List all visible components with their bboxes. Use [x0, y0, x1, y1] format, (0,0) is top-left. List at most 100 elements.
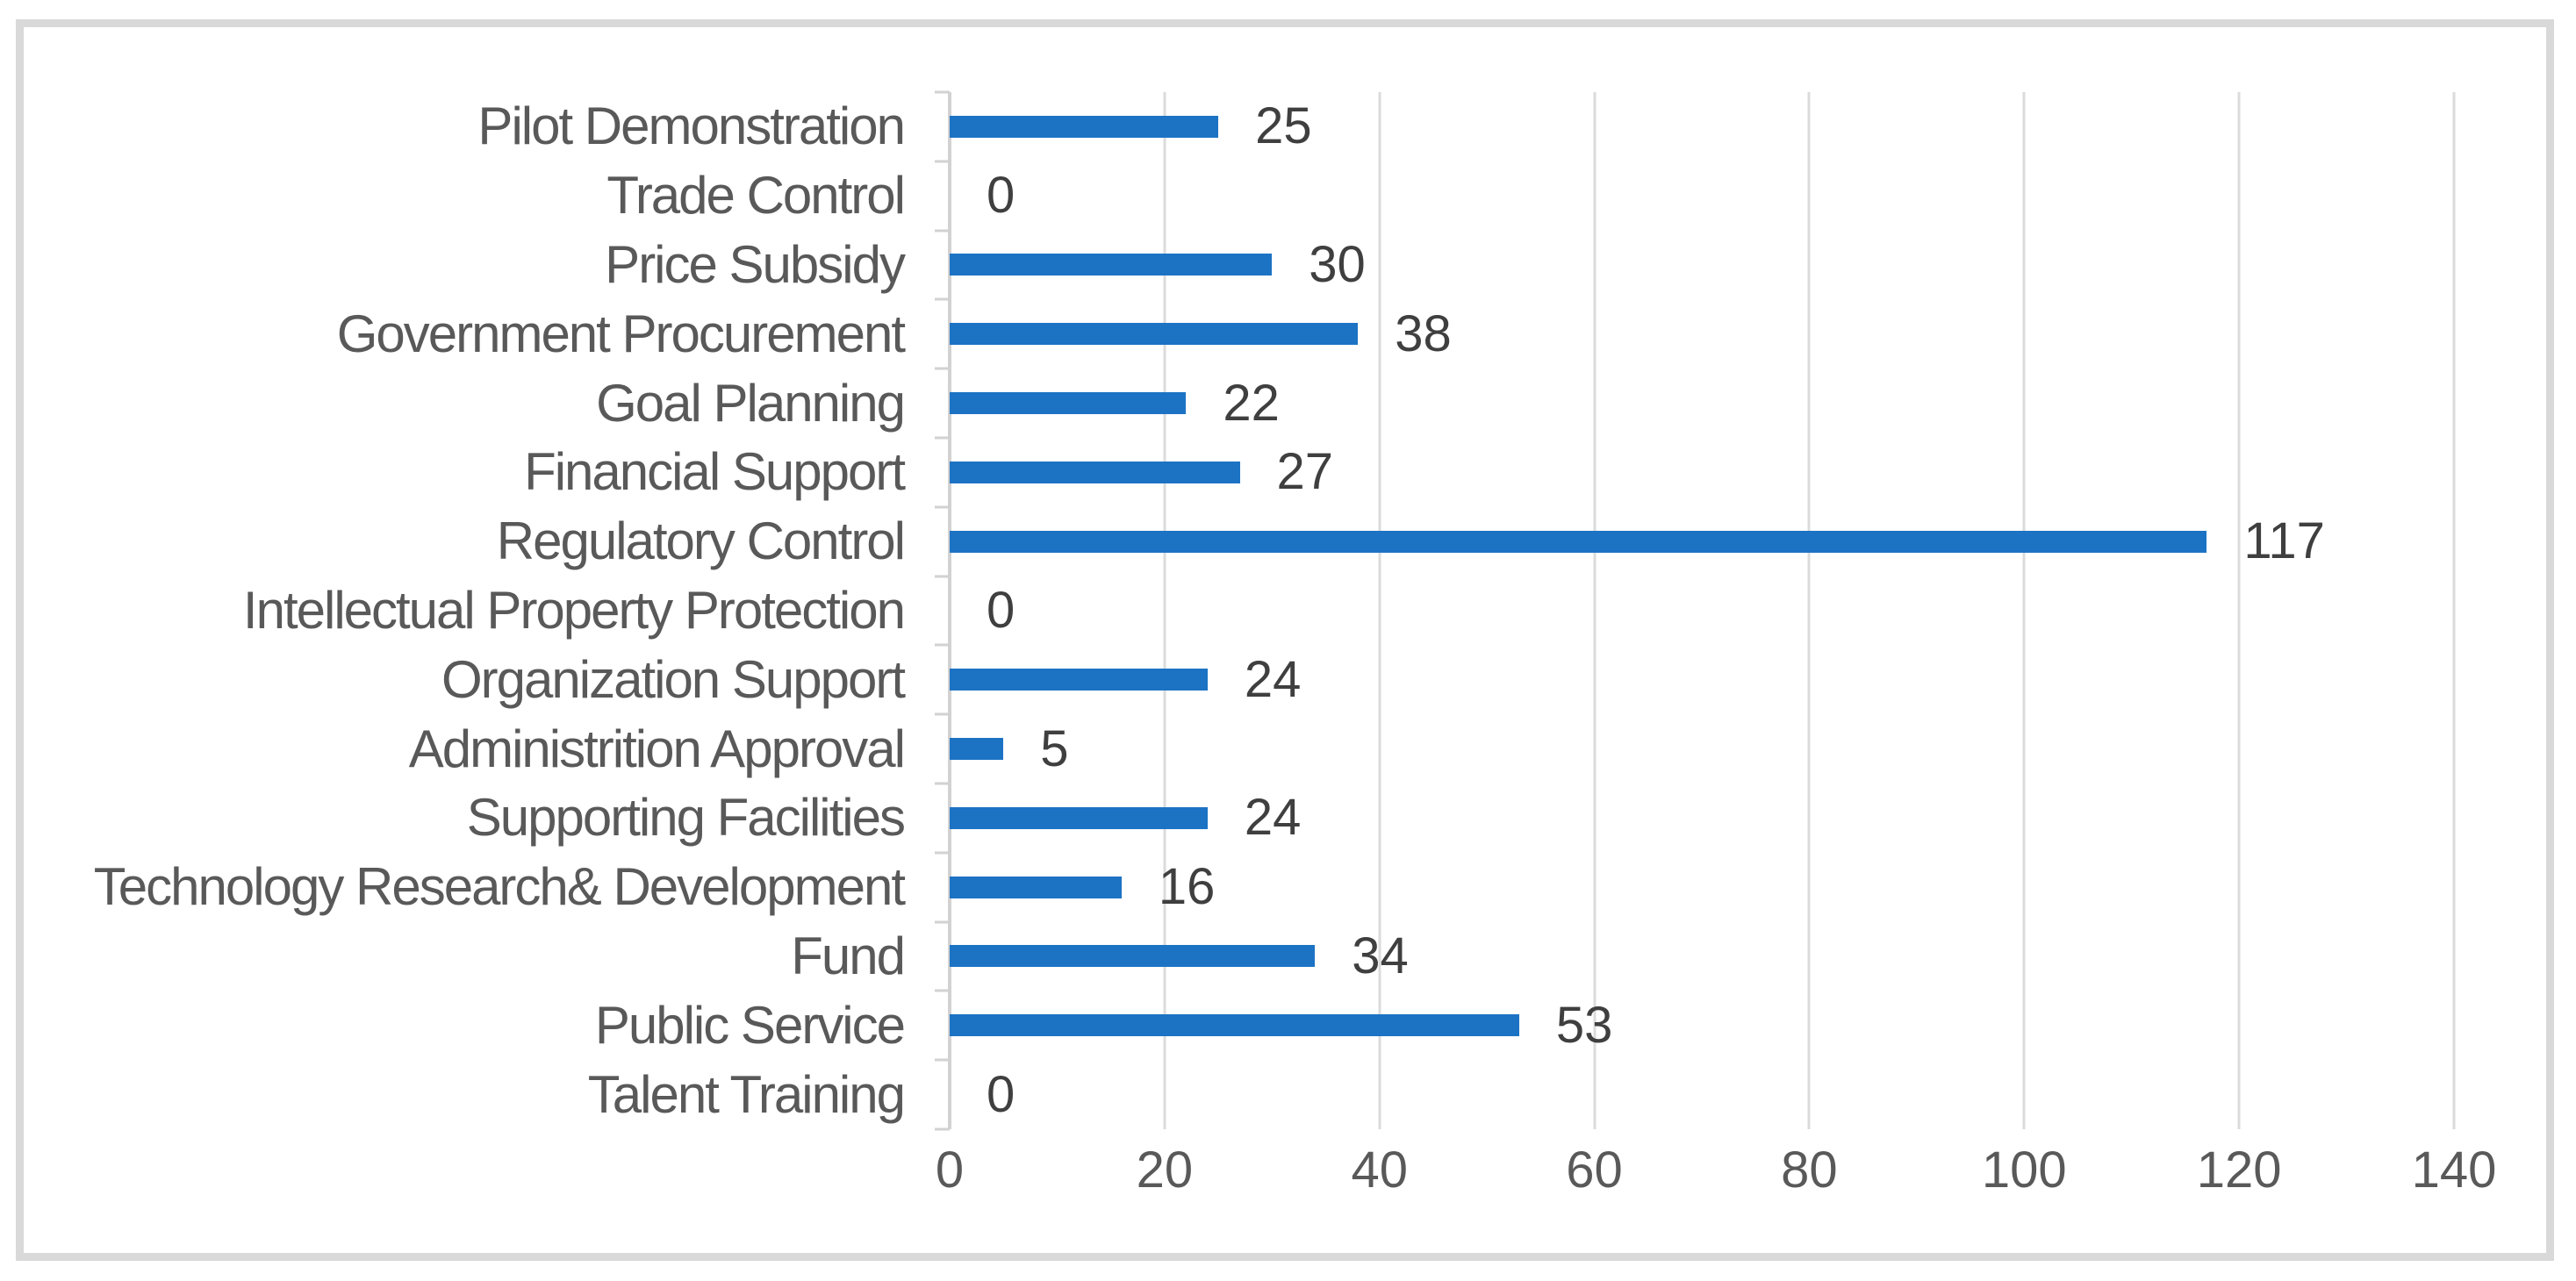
category-label: Financial Support [524, 442, 906, 502]
category-axis-tick [935, 297, 950, 301]
category-axis-ticks [935, 90, 2454, 1131]
bar-row: 16 [950, 853, 2454, 922]
value-label: 0 [987, 167, 1015, 225]
category-label: Fund [791, 926, 906, 985]
category-axis-tick [935, 575, 950, 578]
bar-row: 34 [950, 922, 2454, 991]
gridline [1807, 92, 1811, 1129]
category-row: Talent Training [24, 1060, 922, 1129]
gridline [1378, 92, 1381, 1129]
value-label: 5 [1040, 719, 1069, 777]
category-axis-tick [935, 367, 950, 370]
value-label: 25 [1255, 97, 1312, 155]
bar-row: 117 [950, 507, 2454, 576]
category-row: Price Subsidy [24, 231, 922, 300]
chart-frame: Pilot Demonstration Trade Control Price Su… [16, 19, 2554, 1261]
bar [950, 669, 1208, 691]
category-row: Fund [24, 922, 922, 991]
value-axis-tick-label: 20 [1136, 1141, 1194, 1199]
bar [950, 530, 2207, 553]
value-axis-tick-label: 100 [1981, 1141, 2067, 1199]
category-axis-labels: Pilot Demonstration Trade Control Price Su… [24, 92, 922, 1129]
category-label: Supporting Facilities [466, 788, 906, 848]
value-label: 16 [1158, 858, 1216, 916]
category-axis-tick [935, 920, 950, 924]
value-label: 0 [987, 1065, 1015, 1123]
value-axis-labels: 0 20 40 60 80 100 120 140 [936, 1140, 2497, 1219]
value-label: 0 [987, 581, 1015, 639]
value-label: 34 [1352, 927, 1409, 984]
category-row: Pilot Demonstration [24, 92, 922, 161]
bars-layer: 25 0 30 38 22 27 117 0 24 5 24 16 34 53 0 [950, 92, 2454, 1129]
category-row: Public Service [24, 991, 922, 1060]
bar-row: 0 [950, 576, 2454, 646]
bar [950, 115, 1219, 138]
category-axis-tick [935, 505, 950, 509]
category-axis-tick [935, 989, 950, 992]
bar-row: 5 [950, 714, 2454, 784]
value-label: 30 [1309, 235, 1366, 293]
category-label: Organization Support [441, 649, 906, 709]
category-axis-tick [935, 90, 950, 94]
gridline [2452, 92, 2456, 1129]
value-axis-tick-label: 0 [935, 1141, 965, 1199]
value-label: 117 [2243, 512, 2325, 570]
bar-row: 0 [950, 1060, 2454, 1129]
bar-row: 24 [950, 784, 2454, 853]
gridline [2022, 92, 2026, 1129]
value-label: 38 [1395, 304, 1452, 362]
gridlines-layer [948, 92, 2456, 1129]
category-row: Goal Planning [24, 369, 922, 438]
bar-row: 30 [950, 231, 2454, 300]
category-row: Organization Support [24, 645, 922, 714]
category-axis-line [948, 92, 951, 1129]
bar [950, 806, 1208, 829]
category-axis-tick [935, 1127, 950, 1131]
bar [950, 1014, 1519, 1037]
value-axis-tick-label: 60 [1566, 1141, 1623, 1199]
category-axis-tick [935, 712, 950, 716]
category-label: Administrition Approval [408, 719, 906, 778]
bar [950, 254, 1273, 276]
plot-area: 25 0 30 38 22 27 117 0 24 5 24 16 34 53 0 [935, 90, 2456, 1131]
bar [950, 876, 1122, 898]
category-label: Technology Research& Development [93, 857, 906, 917]
value-axis-tick-label: 140 [2411, 1141, 2497, 1199]
category-row: Trade Control [24, 161, 922, 231]
category-axis-tick [935, 436, 950, 440]
category-axis-tick [935, 643, 950, 647]
value-axis-tick-label: 80 [1781, 1141, 1838, 1199]
bar-row: 27 [950, 438, 2454, 507]
value-label: 53 [1555, 996, 1613, 1054]
value-axis-tick-label: 120 [2196, 1141, 2282, 1199]
category-label: Government Procurement [336, 304, 906, 363]
category-axis-tick [935, 851, 950, 855]
bar-row: 53 [950, 991, 2454, 1060]
category-axis-tick [935, 160, 950, 163]
category-label: Price Subsidy [605, 234, 906, 294]
category-label: Trade Control [606, 166, 906, 225]
category-row: Administrition Approval [24, 714, 922, 784]
value-label: 24 [1244, 650, 1302, 708]
bar [950, 461, 1240, 483]
value-label: 27 [1276, 443, 1334, 501]
bar-row: 0 [950, 161, 2454, 231]
value-label: 24 [1244, 789, 1302, 847]
bar [950, 323, 1359, 346]
category-row: Intellectual Property Protection [24, 576, 922, 646]
category-label: Pilot Demonstration [477, 97, 906, 156]
bar [950, 392, 1187, 415]
category-row: Technology Research& Development [24, 853, 922, 922]
value-label: 22 [1223, 374, 1280, 432]
category-row: Supporting Facilities [24, 784, 922, 853]
category-axis-tick [935, 1058, 950, 1062]
category-label: Intellectual Property Protection [242, 580, 906, 640]
category-axis-tick [935, 782, 950, 785]
bar [950, 738, 1004, 761]
bar [950, 945, 1316, 968]
gridline [1163, 92, 1166, 1129]
bar-row: 25 [950, 92, 2454, 161]
category-label: Talent Training [587, 1064, 906, 1124]
bar-row: 24 [950, 645, 2454, 714]
category-row: Financial Support [24, 438, 922, 507]
